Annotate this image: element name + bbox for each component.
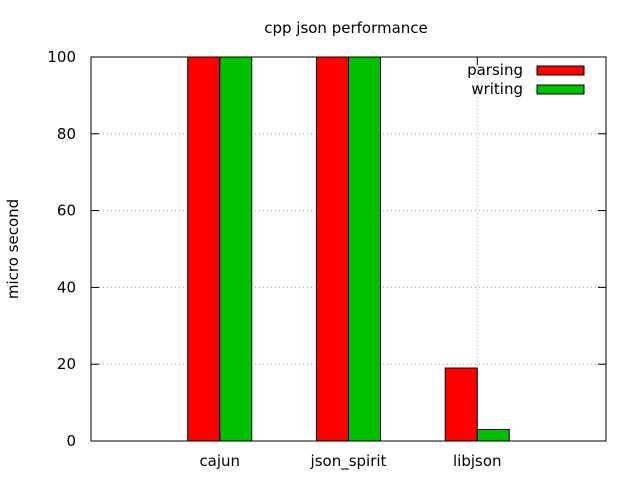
bar-parsing-cajun bbox=[187, 56, 221, 442]
y-tick-label: 80 bbox=[57, 125, 76, 143]
x-tick-label: json_spirit bbox=[310, 452, 387, 471]
legend-swatch-writing bbox=[536, 84, 585, 95]
bar-writing-json_spirit bbox=[348, 56, 381, 442]
bar-writing-cajun bbox=[219, 56, 253, 442]
x-tick-label: cajun bbox=[199, 452, 240, 470]
y-tick-label: 100 bbox=[47, 48, 76, 66]
legend-swatch-parsing bbox=[536, 65, 585, 76]
y-tick-label: 40 bbox=[57, 278, 76, 296]
x-tick-label: libjson bbox=[453, 452, 502, 470]
legend-label: parsing bbox=[467, 61, 523, 79]
bars bbox=[187, 56, 510, 442]
legend-label: writing bbox=[471, 80, 523, 98]
y-axis-label: micro second bbox=[4, 199, 22, 299]
y-tick-label: 0 bbox=[66, 432, 76, 450]
axis-ticks: 0 20 40 60 80 100 cajun json_spirit libjson bbox=[47, 48, 606, 471]
bar-parsing-json_spirit bbox=[316, 56, 349, 442]
y-tick-label: 20 bbox=[57, 355, 76, 373]
y-tick-label: 60 bbox=[57, 202, 76, 220]
bar-parsing-libjson bbox=[444, 367, 478, 442]
bar-writing-libjson bbox=[476, 428, 510, 442]
chart-title: cpp json performance bbox=[264, 19, 428, 37]
